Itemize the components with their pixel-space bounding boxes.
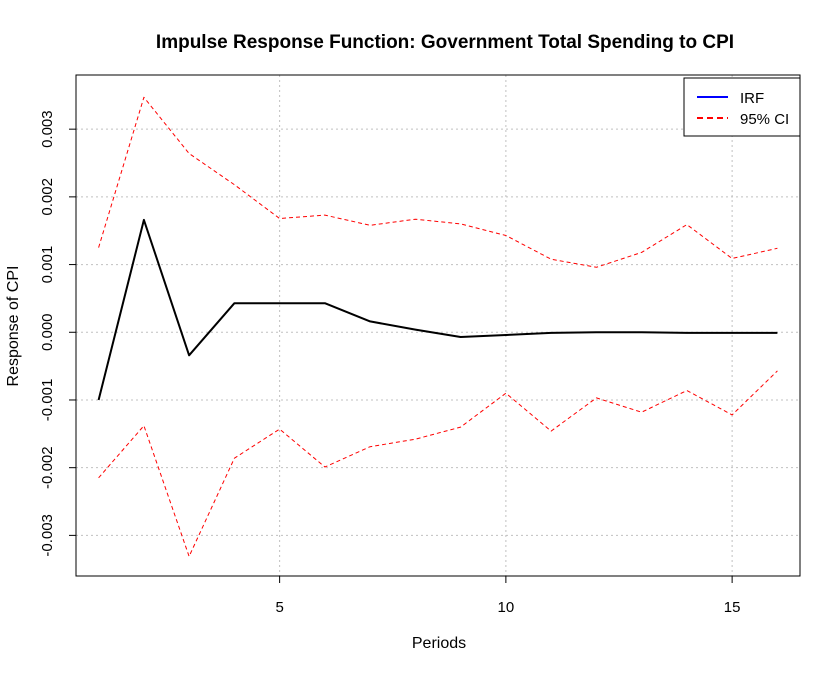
grid (76, 75, 800, 576)
y-axis: -0.003 -0.002 -0.001 0.000 0.001 0.002 0.003 (39, 110, 76, 557)
y-tick-label: -0.003 (39, 514, 56, 557)
legend: IRF 95% CI (683, 77, 801, 137)
plot-frame (75, 74, 801, 577)
series-line-2 (98, 370, 778, 557)
x-tick-label: 10 (498, 599, 515, 616)
x-tick-label: 15 (724, 599, 741, 616)
y-tick-label: 0.000 (39, 313, 56, 351)
x-axis: 5 10 15 (275, 576, 740, 616)
x-axis-label: Periods (412, 635, 466, 652)
legend-box (683, 77, 801, 137)
series-group (97, 96, 778, 557)
y-tick-label: 0.002 (39, 178, 56, 216)
y-tick-label: 0.003 (39, 110, 56, 148)
x-tick-label: 5 (275, 599, 283, 616)
y-tick-label: -0.002 (39, 446, 56, 489)
series-line-0 (97, 218, 778, 401)
y-tick-label: 0.001 (39, 246, 56, 284)
legend-label-ci: 95% CI (740, 111, 789, 128)
y-tick-label: -0.001 (39, 379, 56, 422)
legend-label-irf: IRF (740, 90, 764, 107)
series-line-1 (98, 96, 778, 268)
y-axis-label: Response of CPI (5, 266, 22, 387)
chart-title: Impulse Response Function: Government To… (156, 32, 734, 53)
